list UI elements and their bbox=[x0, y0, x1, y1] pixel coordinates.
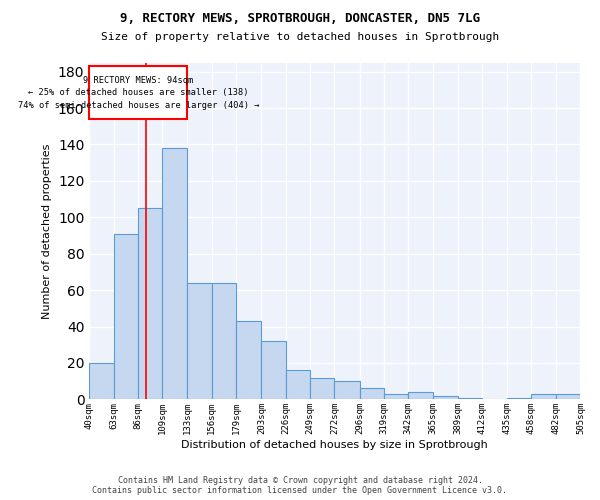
Bar bbox=[262, 341, 286, 400]
X-axis label: Distribution of detached houses by size in Sprotbrough: Distribution of detached houses by size … bbox=[181, 440, 488, 450]
Bar bbox=[286, 370, 310, 400]
Bar bbox=[458, 398, 482, 400]
Bar bbox=[531, 394, 556, 400]
Bar bbox=[433, 396, 458, 400]
Text: 9, RECTORY MEWS, SPROTBROUGH, DONCASTER, DN5 7LG: 9, RECTORY MEWS, SPROTBROUGH, DONCASTER,… bbox=[120, 12, 480, 26]
Bar bbox=[212, 283, 236, 400]
Bar bbox=[408, 392, 433, 400]
Bar bbox=[236, 321, 262, 400]
Bar bbox=[113, 234, 138, 400]
Text: 9 RECTORY MEWS: 94sqm
← 25% of detached houses are smaller (138)
74% of semi-det: 9 RECTORY MEWS: 94sqm ← 25% of detached … bbox=[17, 76, 259, 110]
Bar bbox=[310, 378, 334, 400]
Bar bbox=[506, 398, 531, 400]
FancyBboxPatch shape bbox=[89, 66, 187, 119]
Bar bbox=[360, 388, 384, 400]
Bar bbox=[334, 381, 360, 400]
Bar bbox=[556, 394, 580, 400]
Bar bbox=[384, 394, 408, 400]
Text: Size of property relative to detached houses in Sprotbrough: Size of property relative to detached ho… bbox=[101, 32, 499, 42]
Text: Contains HM Land Registry data © Crown copyright and database right 2024.
Contai: Contains HM Land Registry data © Crown c… bbox=[92, 476, 508, 495]
Bar bbox=[138, 208, 162, 400]
Y-axis label: Number of detached properties: Number of detached properties bbox=[43, 144, 52, 318]
Bar bbox=[187, 283, 212, 400]
Bar bbox=[89, 363, 113, 400]
Bar bbox=[162, 148, 187, 400]
